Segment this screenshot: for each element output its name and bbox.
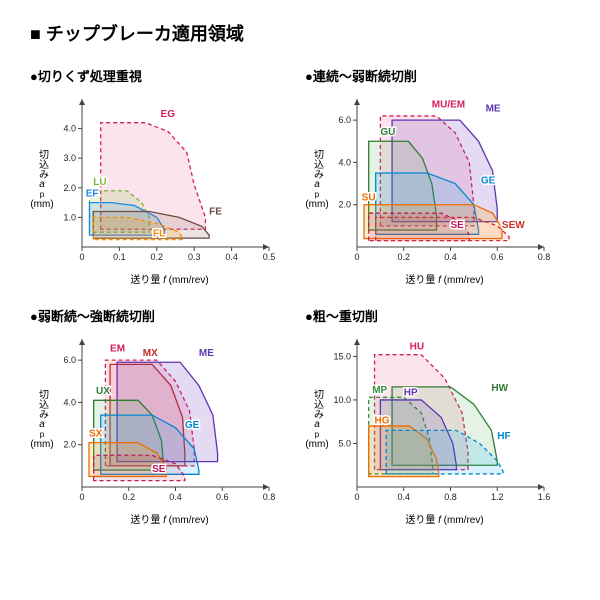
svg-text:6.0: 6.0	[338, 115, 351, 125]
region-label: HF	[497, 431, 510, 442]
svg-text:0.3: 0.3	[188, 252, 201, 262]
region-label: GU	[380, 127, 395, 138]
chart-panel: ●弱断続～強断続切削切込みap(mm) EM MX ME UX GE SX SE 0 0.2 0.4…	[30, 306, 285, 526]
svg-text:0.2: 0.2	[122, 492, 135, 502]
svg-text:2.0: 2.0	[338, 200, 351, 210]
y-axis-label: 切込みap(mm)	[30, 89, 54, 269]
svg-text:1.6: 1.6	[538, 492, 551, 502]
region-label: MP	[372, 385, 387, 396]
svg-text:0.8: 0.8	[263, 492, 276, 502]
svg-text:0.6: 0.6	[216, 492, 229, 502]
svg-text:0.2: 0.2	[151, 252, 164, 262]
chart-svg: EG LUEF FE FL 0 0.1 0.2 0.3 0.4 0.5 1.0 2.0 3.0 4.0	[54, 89, 279, 269]
chart-panel: ●連続～弱断続切削切込みap(mm) MU/EM ME GU GE SU SE SEW 0 0.2…	[305, 66, 560, 286]
y-axis-label: 切込みap(mm)	[30, 329, 54, 509]
svg-text:0.4: 0.4	[169, 492, 182, 502]
svg-text:0.5: 0.5	[263, 252, 276, 262]
region-label: HU	[410, 341, 424, 352]
svg-text:0.6: 0.6	[491, 252, 504, 262]
svg-text:0.4: 0.4	[225, 252, 238, 262]
svg-text:4.0: 4.0	[63, 124, 76, 134]
region-label: FL	[153, 229, 165, 240]
x-axis-label: 送り量 f (mm/rev)	[329, 271, 560, 286]
panel-grid: ●切りくず処理重視切込みap(mm) EG LUEF FE FL 0 0.1 0.2 0.3 0.…	[30, 66, 570, 526]
svg-text:1.2: 1.2	[491, 492, 504, 502]
svg-text:15.0: 15.0	[333, 351, 351, 361]
x-axis-label: 送り量 f (mm/rev)	[329, 511, 560, 526]
region-label: FE	[209, 206, 222, 217]
panel-title: ●弱断続～強断続切削	[30, 306, 285, 325]
chart-panel: ●粗～重切削切込みap(mm) HU HW MP HP HG HF 0 0.4 0.8 1.2 1.6…	[305, 306, 560, 526]
region-label: UX	[96, 386, 110, 397]
svg-text:0.8: 0.8	[444, 492, 457, 502]
region-label: SE	[451, 220, 465, 231]
region-label: ME	[486, 104, 501, 115]
region-label: MX	[143, 348, 158, 359]
svg-text:0.4: 0.4	[444, 252, 457, 262]
region-label: HG	[375, 415, 390, 426]
svg-text:0.1: 0.1	[113, 252, 126, 262]
chart-svg: HU HW MP HP HG HF 0 0.4 0.8 1.2 1.6 5.0 10.0 15.0	[329, 329, 554, 509]
svg-text:0: 0	[79, 492, 84, 502]
panel-title: ●粗～重切削	[305, 306, 560, 325]
y-axis-label: 切込みap(mm)	[305, 329, 329, 509]
svg-text:1.0: 1.0	[63, 212, 76, 222]
chart-panel: ●切りくず処理重視切込みap(mm) EG LUEF FE FL 0 0.1 0.2 0.3 0.…	[30, 66, 285, 286]
svg-text:2.0: 2.0	[63, 183, 76, 193]
region-label: SX	[89, 428, 103, 439]
region-label: GE	[185, 420, 200, 431]
svg-text:4.0: 4.0	[63, 397, 76, 407]
region-label: EF	[86, 189, 99, 200]
region-label: EG	[161, 109, 176, 120]
panel-title: ●切りくず処理重視	[30, 66, 285, 85]
svg-text:0: 0	[354, 492, 359, 502]
region-label: GE	[481, 176, 496, 187]
svg-text:6.0: 6.0	[63, 355, 76, 365]
region-label: ME	[199, 348, 214, 359]
region-label: SU	[362, 192, 376, 203]
main-title: ■ チップブレーカ適用領域	[30, 20, 570, 46]
region-label: HW	[491, 383, 508, 394]
region-label: SE	[152, 464, 166, 475]
svg-text:5.0: 5.0	[338, 438, 351, 448]
svg-text:4.0: 4.0	[338, 157, 351, 167]
chart-svg: MU/EM ME GU GE SU SE SEW 0 0.2 0.4 0.6 0.8 2.0 4.0 6.0	[329, 89, 554, 269]
region-label: LU	[93, 177, 106, 188]
chart-svg: EM MX ME UX GE SX SE 0 0.2 0.4 0.6 0.8 2.0 4.0 6.0	[54, 329, 279, 509]
region-label: SEW	[502, 220, 525, 231]
x-axis-label: 送り量 f (mm/rev)	[54, 271, 285, 286]
region-label: HP	[404, 388, 418, 399]
y-axis-label: 切込みap(mm)	[305, 89, 329, 269]
region-label: MU/EM	[432, 99, 465, 110]
region-label: EM	[110, 344, 125, 355]
svg-text:0.2: 0.2	[397, 252, 410, 262]
svg-text:0.8: 0.8	[538, 252, 551, 262]
svg-text:0.4: 0.4	[397, 492, 410, 502]
svg-text:2.0: 2.0	[63, 440, 76, 450]
panel-title: ●連続～弱断続切削	[305, 66, 560, 85]
x-axis-label: 送り量 f (mm/rev)	[54, 511, 285, 526]
svg-text:10.0: 10.0	[333, 395, 351, 405]
svg-text:3.0: 3.0	[63, 153, 76, 163]
svg-text:0: 0	[354, 252, 359, 262]
svg-text:0: 0	[79, 252, 84, 262]
